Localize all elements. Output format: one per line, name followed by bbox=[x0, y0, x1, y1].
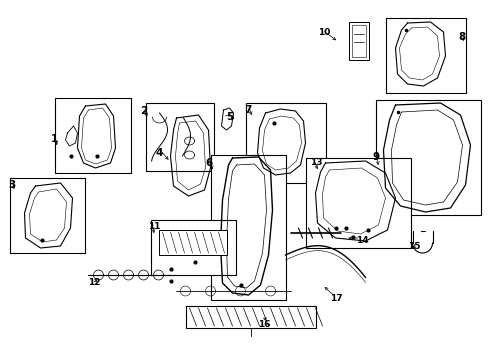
Text: 3: 3 bbox=[8, 180, 16, 190]
Bar bbox=[10, 178, 85, 253]
Text: 6: 6 bbox=[205, 158, 212, 168]
Bar bbox=[385, 18, 465, 93]
Text: 8: 8 bbox=[458, 32, 465, 42]
Text: 15: 15 bbox=[407, 242, 420, 251]
Bar bbox=[145, 103, 213, 171]
Bar bbox=[185, 306, 315, 328]
Text: 17: 17 bbox=[330, 294, 343, 303]
Text: 4: 4 bbox=[155, 148, 163, 158]
Text: 12: 12 bbox=[88, 278, 101, 287]
Bar bbox=[150, 220, 235, 275]
Bar bbox=[158, 230, 226, 255]
Text: 5: 5 bbox=[226, 112, 233, 122]
Bar bbox=[351, 25, 365, 57]
Text: 1: 1 bbox=[50, 134, 58, 144]
Text: 9: 9 bbox=[372, 152, 379, 162]
Bar bbox=[375, 100, 480, 215]
Bar bbox=[55, 98, 130, 173]
Text: 14: 14 bbox=[356, 236, 368, 245]
Text: 16: 16 bbox=[258, 320, 270, 329]
Text: 10: 10 bbox=[318, 28, 330, 37]
Text: 13: 13 bbox=[310, 158, 323, 167]
Text: 2: 2 bbox=[140, 106, 147, 116]
Text: 7: 7 bbox=[244, 105, 251, 115]
Bar bbox=[348, 22, 368, 60]
Bar bbox=[210, 155, 285, 300]
Bar bbox=[245, 103, 325, 183]
Bar bbox=[305, 158, 409, 248]
Text: 11: 11 bbox=[148, 222, 161, 231]
